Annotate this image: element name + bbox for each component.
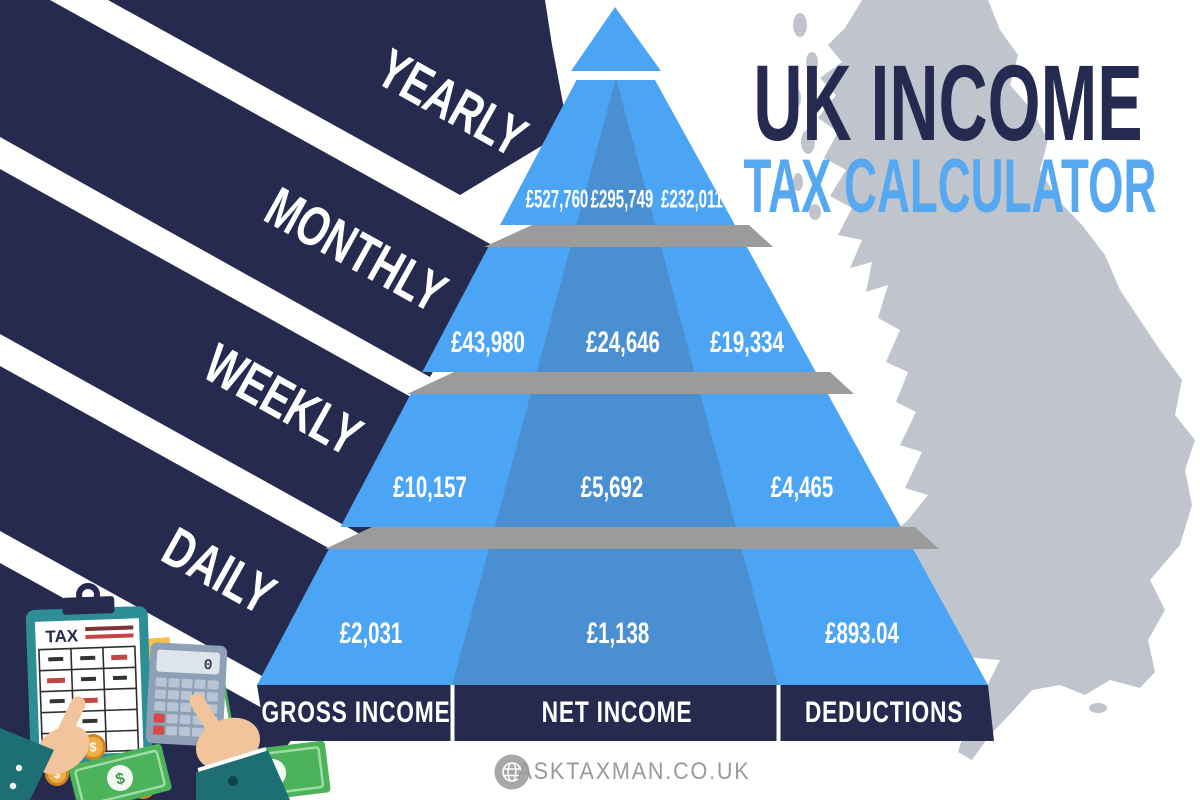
globe-icon: [494, 754, 530, 790]
pyramid-ledges: [325, 225, 939, 549]
banner-ribbon-daily: [0, 366, 350, 686]
tax-illustration: TAX: [0, 582, 331, 800]
legend-divider: [450, 685, 455, 741]
calculator-display-value: 0: [203, 657, 213, 674]
banner-ribbon-monthly: [0, 0, 501, 377]
value-monthly-deductions: £19,334: [710, 326, 784, 359]
value-weekly-deductions: £4,465: [770, 471, 834, 504]
sub-title: TAX CALCULATOR: [743, 144, 1157, 229]
legend-bar: [257, 685, 994, 741]
pointing-hand-left: [0, 696, 90, 800]
value-weekly-net: £5,692: [580, 471, 644, 504]
website-url: ASKTAXMAN.CO.UK: [517, 758, 751, 785]
value-monthly-net: £24,646: [586, 326, 660, 359]
pyramid-apex: [571, 7, 661, 71]
legend-net-income: NET INCOME: [541, 696, 693, 729]
svg-text:$: $: [89, 740, 97, 755]
pyramid-center-column: [452, 80, 779, 685]
banner-ribbon-yearly: [108, 0, 568, 195]
value-yearly-gross: £527,760: [525, 185, 589, 214]
legend-gross-income: GROSS INCOME: [261, 696, 451, 729]
value-daily-net: £1,138: [586, 617, 650, 650]
money-bill: $: [68, 743, 172, 800]
value-monthly-gross: £43,980: [451, 326, 525, 359]
pyramid: [257, 7, 988, 685]
value-daily-deductions: £893.04: [825, 617, 899, 650]
pointing-hand-right: [189, 693, 290, 800]
value-weekly-gross: £10,157: [393, 471, 467, 504]
banner-ribbon-weekly: [0, 169, 465, 553]
value-daily-gross: £2,031: [339, 617, 403, 650]
value-yearly-net: £295,749: [590, 185, 654, 214]
main-title: UK INCOME: [753, 42, 1143, 163]
svg-text:$: $: [114, 770, 127, 789]
legend-divider: [776, 685, 781, 741]
value-yearly-deductions: £232,011: [661, 185, 723, 214]
legend-deductions: DEDUCTIONS: [804, 696, 964, 729]
tax-document-title: TAX: [45, 626, 79, 646]
